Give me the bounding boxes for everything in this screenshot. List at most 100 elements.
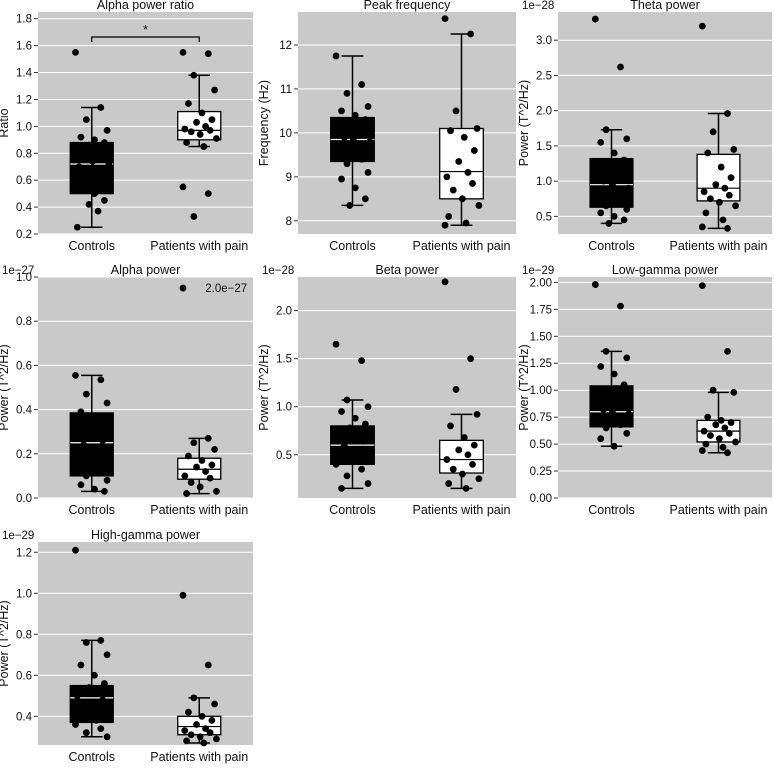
data-point bbox=[470, 441, 478, 449]
data-point bbox=[190, 213, 198, 220]
controls-box bbox=[589, 15, 634, 227]
data-point bbox=[91, 671, 98, 679]
y-tick-label: 0.4 bbox=[16, 202, 33, 214]
y-axis-label: Power (T^2/Hz) bbox=[517, 80, 531, 166]
data-point bbox=[92, 716, 100, 724]
data-point bbox=[698, 223, 706, 231]
data-point bbox=[445, 480, 453, 487]
data-point bbox=[77, 408, 85, 416]
data-point bbox=[346, 120, 354, 128]
data-point bbox=[366, 138, 374, 146]
controls-box bbox=[330, 52, 375, 209]
data-point bbox=[332, 460, 340, 468]
data-point bbox=[82, 472, 90, 480]
data-point bbox=[614, 392, 622, 399]
x-tick-label: Controls bbox=[68, 503, 115, 517]
y-tick-label: 2.00 bbox=[530, 277, 552, 289]
data-point bbox=[351, 414, 359, 422]
data-point bbox=[698, 22, 706, 30]
data-point bbox=[364, 403, 372, 411]
data-point bbox=[204, 661, 212, 669]
data-point bbox=[605, 386, 613, 394]
data-point bbox=[712, 181, 720, 189]
data-point bbox=[204, 50, 212, 58]
data-point bbox=[620, 381, 628, 389]
data-point bbox=[91, 190, 98, 198]
data-point bbox=[206, 729, 214, 737]
data-point bbox=[338, 484, 345, 492]
data-point bbox=[190, 694, 198, 702]
data-point bbox=[100, 417, 108, 425]
data-point bbox=[725, 191, 733, 199]
panel-0: 0.2 0.4 0.6 0.8 1.0 1.2 1.4 1.6 1.8 Alpha power r… bbox=[0, 0, 253, 253]
data-point bbox=[183, 139, 191, 146]
outlier-annotation: 2.0e−27 bbox=[205, 283, 247, 295]
data-point bbox=[77, 481, 85, 489]
data-point bbox=[593, 397, 601, 405]
y-tick-label: 0.4 bbox=[16, 711, 33, 723]
panel-title: High-gamma power bbox=[91, 528, 200, 542]
data-point bbox=[617, 421, 624, 429]
data-point bbox=[73, 692, 81, 700]
data-point bbox=[103, 182, 111, 189]
data-point bbox=[730, 388, 738, 396]
data-point bbox=[334, 434, 342, 441]
data-point bbox=[100, 139, 108, 146]
data-point bbox=[625, 410, 632, 418]
data-point bbox=[591, 195, 599, 203]
y-tick-label: 0.0 bbox=[16, 493, 32, 505]
data-point bbox=[77, 186, 85, 194]
data-point bbox=[445, 213, 453, 220]
data-point bbox=[187, 128, 195, 136]
data-point bbox=[612, 416, 620, 424]
data-point bbox=[467, 355, 475, 363]
data-point bbox=[200, 739, 208, 747]
data-point bbox=[707, 432, 714, 439]
panel-title: Beta power bbox=[375, 263, 438, 277]
data-point bbox=[470, 147, 478, 154]
data-point bbox=[94, 428, 102, 436]
data-point bbox=[89, 445, 97, 453]
y-tick-label: 1.5 bbox=[276, 354, 292, 366]
data-point bbox=[460, 434, 468, 441]
iqr-box bbox=[439, 127, 484, 200]
data-point bbox=[721, 184, 729, 192]
y-tick-label: 1.75 bbox=[530, 304, 552, 316]
data-point bbox=[343, 472, 351, 480]
data-point bbox=[724, 224, 731, 232]
data-point bbox=[612, 191, 620, 199]
data-point bbox=[82, 116, 90, 124]
data-point bbox=[597, 209, 605, 217]
data-point bbox=[206, 474, 214, 482]
data-point bbox=[338, 175, 345, 183]
y-tick-label: 1.0 bbox=[16, 121, 32, 133]
data-point bbox=[99, 696, 106, 704]
data-point bbox=[704, 149, 712, 157]
controls-box bbox=[589, 281, 634, 450]
data-point bbox=[464, 169, 472, 176]
data-point bbox=[72, 546, 79, 554]
data-point bbox=[717, 416, 725, 424]
y-tick-label: 0.4 bbox=[16, 405, 33, 417]
data-point bbox=[183, 490, 191, 497]
data-point bbox=[213, 135, 220, 142]
data-point bbox=[105, 450, 113, 458]
panel-title: Peak frequency bbox=[364, 0, 452, 12]
data-point bbox=[715, 435, 723, 443]
data-point bbox=[103, 399, 111, 407]
data-point bbox=[97, 637, 105, 644]
data-point bbox=[443, 173, 451, 181]
data-point bbox=[595, 413, 603, 421]
data-point bbox=[206, 126, 214, 134]
data-point bbox=[355, 430, 363, 438]
data-point bbox=[715, 198, 723, 206]
data-point bbox=[190, 71, 198, 79]
data-point bbox=[185, 100, 192, 107]
y-tick-label: 0.8 bbox=[16, 148, 32, 160]
data-point bbox=[462, 219, 470, 227]
data-point bbox=[198, 457, 206, 464]
y-tick-label: 0.8 bbox=[16, 629, 32, 641]
data-point bbox=[361, 116, 369, 124]
y-tick-label: 1.25 bbox=[530, 358, 552, 370]
data-point bbox=[462, 484, 470, 492]
